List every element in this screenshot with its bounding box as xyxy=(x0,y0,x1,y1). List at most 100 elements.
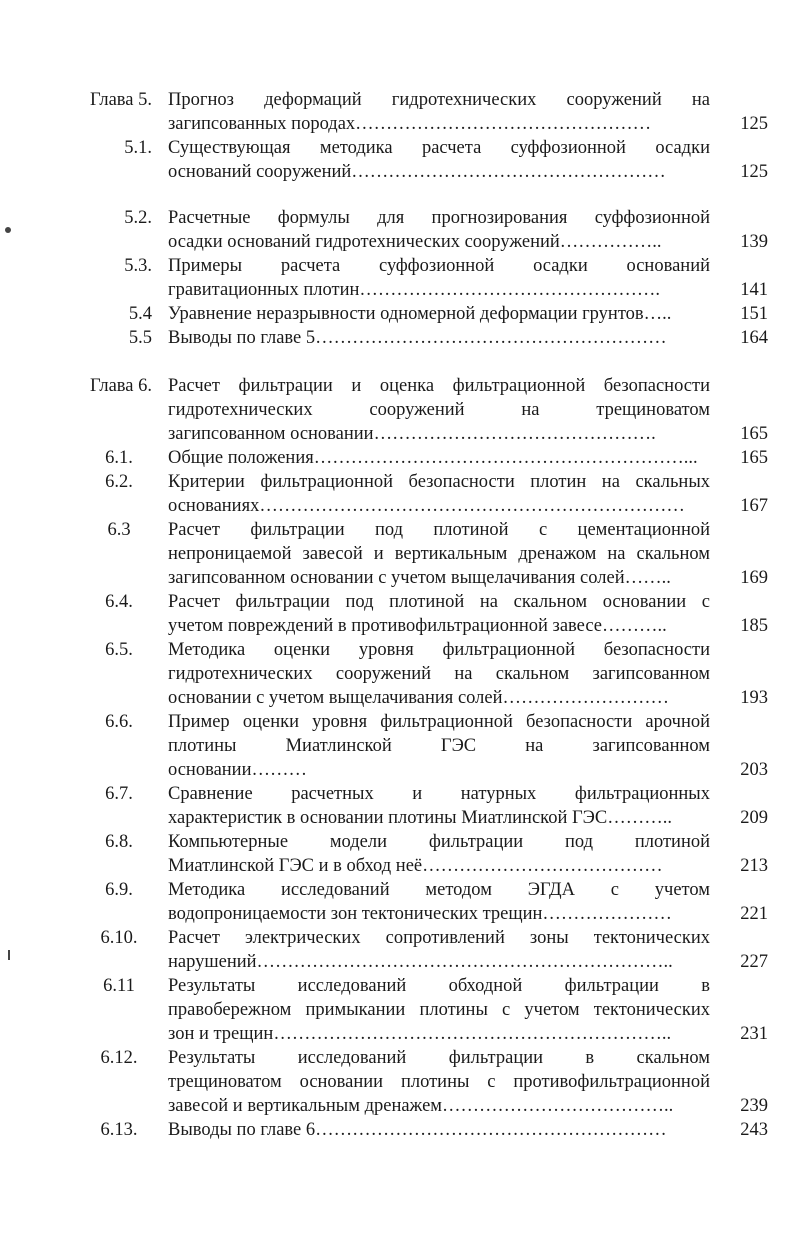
entry-title: Компьютерные модели фильтрации под плоти… xyxy=(168,830,710,878)
page-number: 125 xyxy=(740,162,768,182)
entry-number: 6.10. xyxy=(100,928,138,948)
entry-title-line: Методика оценки уровня фильтрационной бе… xyxy=(168,640,710,660)
entry-title: Сравнение расчетных и натурных фильтраци… xyxy=(168,782,710,830)
entry-number: 6.11 xyxy=(103,976,135,996)
entry-number: 5.2. xyxy=(124,208,152,228)
page-number: 239 xyxy=(740,1096,768,1116)
entry-title-line: непроницаемой завесой и вертикальным дре… xyxy=(168,544,710,564)
toc-entry: 6.9. Методика исследований методом ЭГДА с… xyxy=(86,878,768,926)
toc-entry: 6.1. Общие положения…………………………………………………….… xyxy=(86,446,768,470)
toc-entry: 5.3. Примеры расчета суффозионной осадки … xyxy=(86,254,768,302)
toc-entry: 5.2. Расчетные формулы для прогнозировани… xyxy=(86,206,768,254)
entry-title-line: гравитационных плотин…………………………………………. xyxy=(168,280,661,300)
entry-title: Расчет фильтрации под плотиной на скальн… xyxy=(168,590,710,638)
toc-entry: 6.11 Результаты исследований обходной фил… xyxy=(86,974,768,1046)
entry-title-line: Критерии фильтрационной безопасности пло… xyxy=(168,472,710,492)
page-number: 125 xyxy=(740,114,768,134)
entry-title-line: гидротехнических сооружений на скальном … xyxy=(168,664,710,684)
toc-entry: 5.1. Существующая методика расчета суффоз… xyxy=(86,136,768,184)
entry-number: 6.9. xyxy=(105,880,133,900)
entry-title-line: Расчет фильтрации под плотиной на скальн… xyxy=(168,592,710,612)
page-number: 169 xyxy=(740,568,768,588)
toc-entry: 6.3 Расчет фильтрации под плотиной с цеме… xyxy=(86,518,768,590)
entry-title: Прогноз деформаций гидротехнических соор… xyxy=(168,88,710,136)
entry-title-line: основаниях…………………………………………………………… xyxy=(168,496,685,516)
toc-entry: 6.10. Расчет электрических сопротивлений … xyxy=(86,926,769,974)
entry-number: Глава 6. xyxy=(90,376,152,396)
entry-title: Расчет фильтрации под плотиной с цемента… xyxy=(168,518,710,590)
entry-number: 6.7. xyxy=(105,784,133,804)
toc-entry: 6.2. Критерии фильтрационной безопасности… xyxy=(86,470,768,518)
entry-title-line: нарушений………………………………………………………….. xyxy=(168,952,673,972)
toc-entry: 6.12. Результаты исследований фильтрации … xyxy=(86,1046,769,1118)
entry-title-line: оснований сооружений…………………………………………… xyxy=(168,162,666,182)
toc-entry: 5.5 Выводы по главе 5………………………………………………… 1… xyxy=(86,326,768,350)
entry-number: 5.4 xyxy=(128,304,152,324)
entry-title-line: Компьютерные модели фильтрации под плоти… xyxy=(168,832,710,852)
chapter-heading-entry: Глава 6. Расчет фильтрации и оценка фильт… xyxy=(86,374,768,446)
entry-number: Глава 5. xyxy=(90,90,152,110)
entry-title-line: загипсованном основании………………………………………. xyxy=(168,424,656,444)
scan-artifact xyxy=(8,950,10,960)
entry-title-line: осадки оснований гидротехнических сооруж… xyxy=(168,232,662,252)
entry-title-line: Выводы по главе 6………………………………………………… xyxy=(168,1120,667,1140)
page-number: 243 xyxy=(740,1120,768,1140)
scan-artifact xyxy=(5,227,11,233)
entry-title: Методика оценки уровня фильтрационной бе… xyxy=(168,638,710,710)
entry-title-line: Методика исследований методом ЭГДА с уче… xyxy=(168,880,710,900)
entry-number: 6.13. xyxy=(100,1120,138,1140)
entry-title-line: характеристик в основании плотины Миатли… xyxy=(168,808,672,828)
entry-title: Общие положения……………………………………………………... xyxy=(168,446,710,470)
page-number: 167 xyxy=(740,496,768,516)
entry-number: 6.8. xyxy=(105,832,133,852)
toc-entry: 6.5. Методика оценки уровня фильтрационно… xyxy=(86,638,768,710)
entry-title-line: Существующая методика расчета суффозионн… xyxy=(168,138,710,158)
page-number: 165 xyxy=(740,448,768,468)
entry-title-line: трещиноватом основании плотины с противо… xyxy=(168,1072,710,1092)
toc-entry: 6.4. Расчет фильтрации под плотиной на ск… xyxy=(86,590,768,638)
page-number: 213 xyxy=(740,856,768,876)
entry-title-line: Сравнение расчетных и натурных фильтраци… xyxy=(168,784,710,804)
entry-title: Примеры расчета суффозионной осадки осно… xyxy=(168,254,710,302)
toc-entry: 6.6. Пример оценки уровня фильтрационной … xyxy=(86,710,768,782)
entry-title-line: завесой и вертикальным дренажем………………………… xyxy=(168,1096,674,1116)
page-number: 165 xyxy=(740,424,768,444)
entry-title: Критерии фильтрационной безопасности пло… xyxy=(168,470,710,518)
entry-title: Расчет фильтрации и оценка фильтрационно… xyxy=(168,374,710,446)
entry-title-line: основании с учетом выщелачивания солей……… xyxy=(168,688,669,708)
entry-number: 5.3. xyxy=(124,256,152,276)
toc-entry: 5.4 Уравнение неразрывности одномерной де… xyxy=(86,302,768,326)
entry-title-line: зон и трещин……………………………………………………….. xyxy=(168,1024,672,1044)
entry-title-line: загипсованных породах………………………………………… xyxy=(168,114,652,134)
page-number: 193 xyxy=(740,688,768,708)
page-number: 151 xyxy=(740,304,768,324)
page-number: 221 xyxy=(740,904,768,924)
entry-title-line: Расчетные формулы для прогнозирования су… xyxy=(168,208,710,228)
entry-number: 5.5 xyxy=(128,328,152,348)
entry-title: Методика исследований методом ЭГДА с уче… xyxy=(168,878,710,926)
chapter-section: Глава 6. Расчет фильтрации и оценка фильт… xyxy=(86,374,768,1142)
toc-entry: 6.13. Выводы по главе 6………………………………………………… xyxy=(86,1118,769,1142)
entry-title-line: Расчет фильтрации и оценка фильтрационно… xyxy=(168,376,710,396)
entry-title-line: Общие положения……………………………………………………... xyxy=(168,448,698,468)
entry-title-line: Уравнение неразрывности одномерной дефор… xyxy=(168,304,672,324)
table-of-contents: Глава 5. Прогноз деформаций гидротехничес… xyxy=(86,88,768,1142)
toc-entry: 6.8. Компьютерные модели фильтрации под п… xyxy=(86,830,768,878)
entry-title: Результаты исследований фильтрации в ска… xyxy=(168,1046,710,1118)
entry-title-line: правобережном примыкании плотины с учето… xyxy=(168,1000,710,1020)
entry-title-line: водопроницаемости зон тектонических трещ… xyxy=(168,904,672,924)
entry-number: 6.12. xyxy=(100,1048,138,1068)
chapter-heading-entry: Глава 5. Прогноз деформаций гидротехничес… xyxy=(86,88,768,136)
entry-title: Результаты исследований обходной фильтра… xyxy=(168,974,710,1046)
page-number: 185 xyxy=(740,616,768,636)
page-number: 139 xyxy=(740,232,768,252)
entry-number: 6.3 xyxy=(107,520,131,540)
entry-title-line: Миатлинской ГЭС и в обход неё……………………………… xyxy=(168,856,663,876)
entry-title-line: Результаты исследований обходной фильтра… xyxy=(168,976,710,996)
entry-number: 6.2. xyxy=(105,472,133,492)
entry-title-line: Прогноз деформаций гидротехнических соор… xyxy=(168,90,710,110)
entry-title: Пример оценки уровня фильтрационной безо… xyxy=(168,710,710,782)
entry-title-line: Пример оценки уровня фильтрационной безо… xyxy=(168,712,710,732)
entry-title-line: учетом повреждений в противофильтрационн… xyxy=(168,616,667,636)
entry-title-line: Результаты исследований фильтрации в ска… xyxy=(168,1048,710,1068)
